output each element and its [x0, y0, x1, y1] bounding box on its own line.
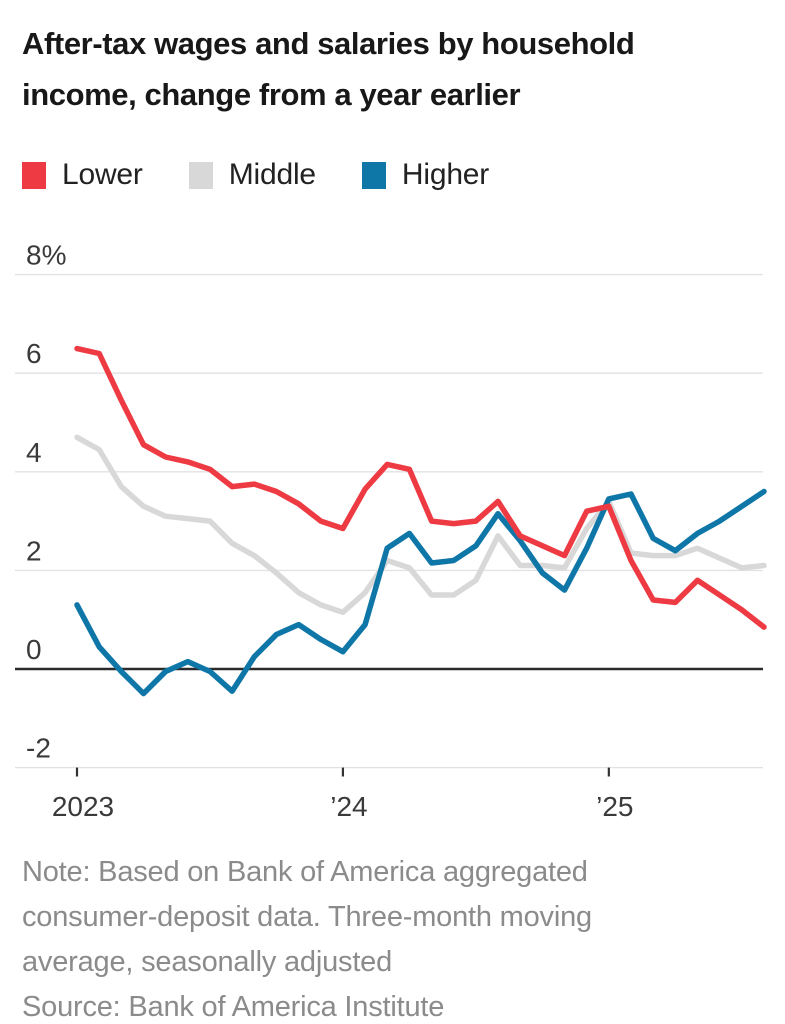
x-axis-label-’25: ’25: [596, 791, 633, 822]
middle-series-line: [74, 434, 767, 616]
lower-series-line: [74, 345, 767, 630]
chart-note-line-1: Note: Based on Bank of America aggregate…: [22, 856, 588, 888]
legend-item-middle: Middle: [188, 158, 316, 192]
middle-series-swatch-icon: [188, 161, 213, 189]
legend-label-middle: Middle: [228, 158, 316, 191]
chart-title-line-2: income, change from a year earlier: [22, 77, 521, 112]
y-axis-label-0: 0: [26, 634, 42, 665]
higher-series-swatch-icon: [361, 161, 386, 189]
x-axis-label-2023: 2023: [52, 791, 114, 822]
chart-source: Source: Bank of America Institute: [22, 991, 445, 1023]
chart-note: Note: Based on Bank of America aggregate…: [22, 850, 742, 985]
higher-series-line: [74, 488, 767, 697]
chart-title: After-tax wages and salaries by househol…: [22, 18, 767, 120]
legend: Lower Middle Higher: [22, 158, 535, 192]
legend-label-higher: Higher: [401, 158, 490, 191]
x-axis-label-’24: ’24: [330, 791, 367, 822]
legend-item-lower: Lower: [22, 158, 143, 192]
y-axis-label-8%: 8%: [26, 240, 66, 271]
y-axis-label--2: -2: [26, 733, 51, 764]
legend-item-higher: Higher: [361, 158, 490, 192]
y-axis-label-6: 6: [26, 338, 42, 369]
lower-series-swatch-icon: [22, 161, 46, 189]
legend-label-lower: Lower: [62, 158, 143, 191]
chart-note-line-2: consumer-deposit data. Three-month movin…: [22, 901, 592, 933]
chart-title-line-1: After-tax wages and salaries by househol…: [22, 26, 635, 61]
chart-note-line-3: average, seasonally adjusted: [22, 946, 393, 978]
y-axis-label-2: 2: [26, 535, 42, 566]
y-axis-label-4: 4: [26, 437, 42, 468]
